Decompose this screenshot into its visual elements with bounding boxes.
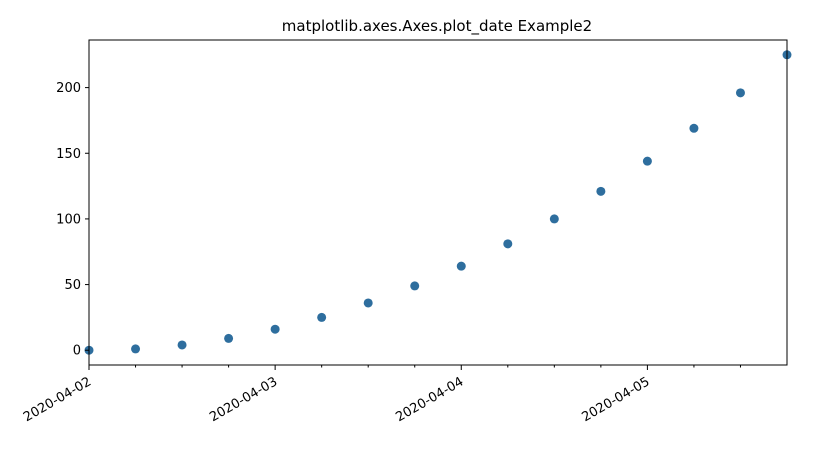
- data-point: [689, 123, 699, 133]
- chart-title: matplotlib.axes.Axes.plot_date Example2: [282, 17, 592, 36]
- data-point: [224, 333, 234, 343]
- data-point: [270, 324, 280, 334]
- y-tick-label: 50: [64, 278, 81, 293]
- x-tick-label: 2020-04-05: [579, 374, 652, 425]
- markers-layer: [84, 50, 792, 355]
- x-tick-label: 2020-04-02: [21, 374, 94, 425]
- y-tick-label: 200: [56, 81, 81, 96]
- y-tick-label: 0: [73, 344, 81, 359]
- data-point: [735, 88, 745, 98]
- data-point: [456, 261, 466, 271]
- data-point: [642, 156, 652, 166]
- x-tick-label: 2020-04-03: [207, 374, 280, 425]
- data-point: [410, 281, 420, 291]
- data-point: [363, 298, 373, 308]
- y-tick-label: 150: [56, 147, 81, 162]
- y-tick-label: 100: [56, 212, 81, 227]
- data-point: [549, 214, 559, 224]
- data-point: [596, 186, 606, 196]
- data-point: [177, 340, 187, 350]
- x-tick-label: 2020-04-04: [393, 374, 466, 425]
- plot-area-frame: [88, 39, 788, 366]
- data-point: [131, 344, 141, 354]
- ticks-layer: 0 50 100 150 200 2020-04-02 2020-04-03 2020-04-…: [21, 81, 741, 425]
- data-point: [317, 312, 327, 322]
- data-point: [503, 239, 513, 249]
